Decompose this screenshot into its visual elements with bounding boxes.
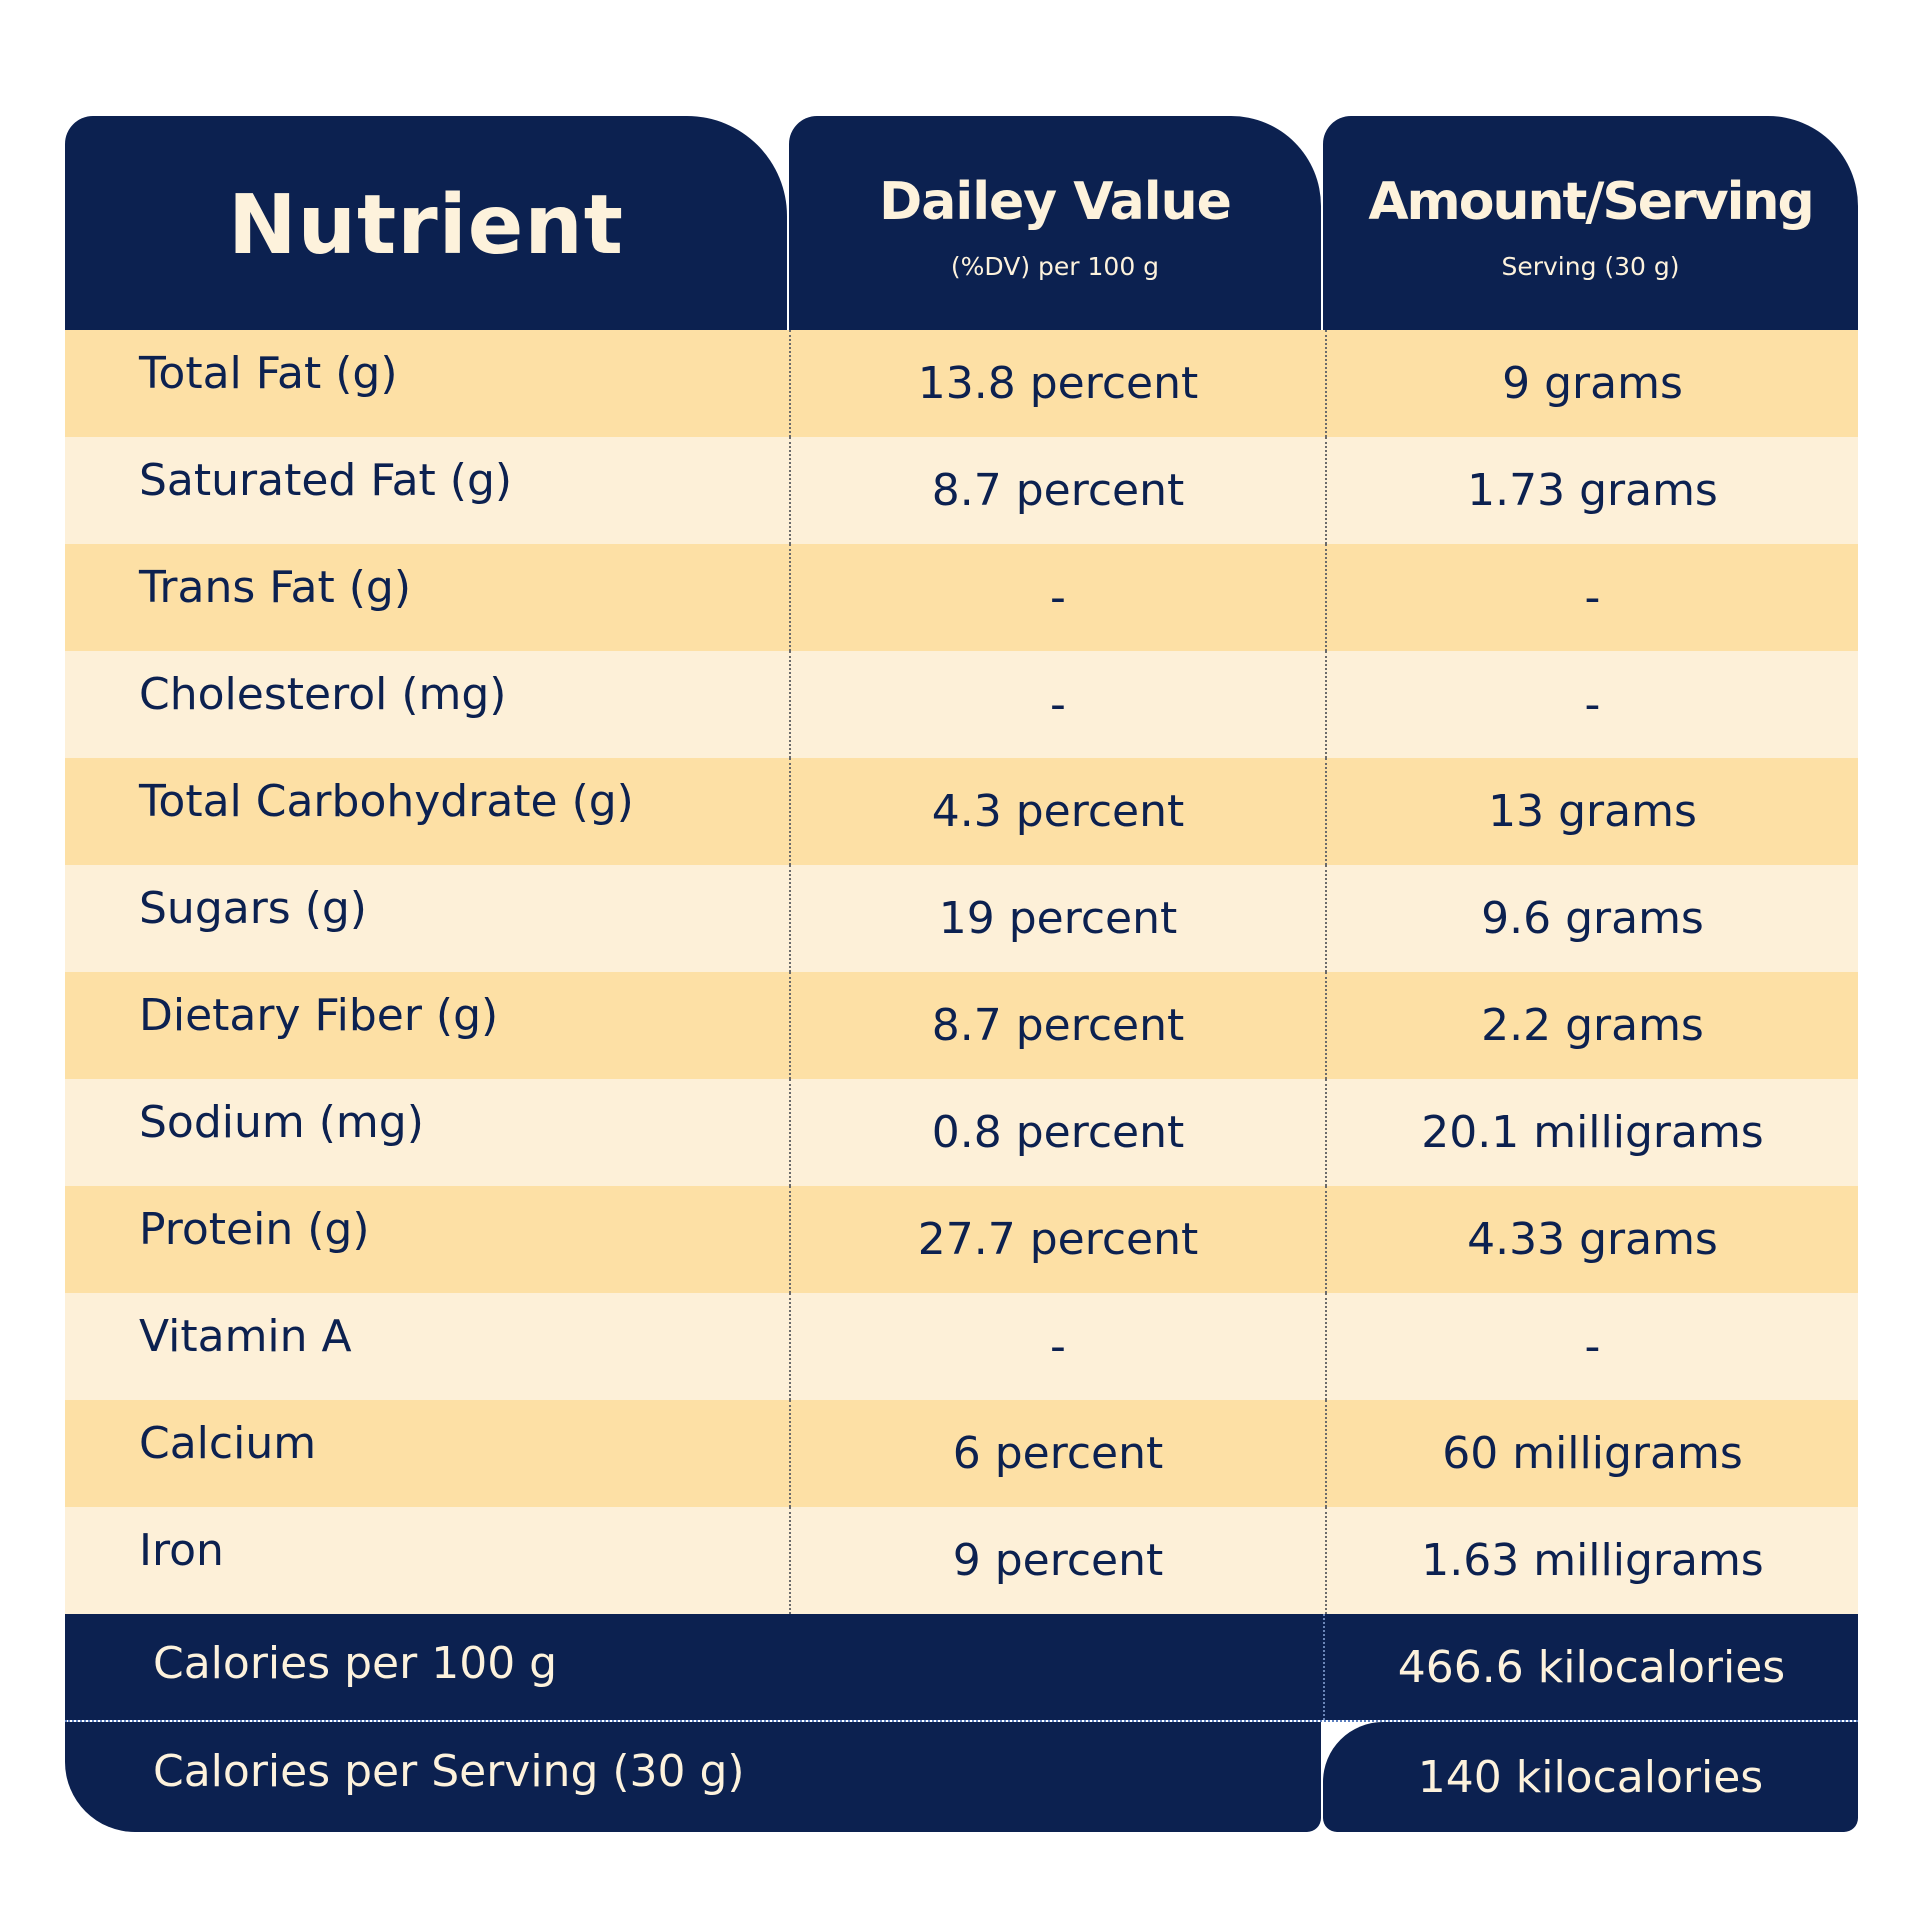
- calories-per-100g-label: Calories per 100 g: [153, 1638, 558, 1689]
- header-amount: Amount/Serving Serving (30 g): [1323, 116, 1858, 330]
- table-row: Dietary Fiber (g) 8.7 percent 2.2 grams: [65, 972, 1858, 1079]
- amount-per-serving: 60 milligrams: [1325, 1400, 1858, 1507]
- table-row: Saturated Fat (g) 8.7 percent 1.73 grams: [65, 437, 1858, 544]
- table-row: Iron 9 percent 1.63 milligrams: [65, 1507, 1858, 1614]
- nutrient-name: Cholesterol (mg): [139, 669, 507, 720]
- header-amount-label: Amount/Serving: [1368, 172, 1814, 232]
- daily-value: -: [789, 1293, 1325, 1400]
- daily-value: 8.7 percent: [789, 437, 1325, 544]
- daily-value: 13.8 percent: [789, 330, 1325, 437]
- header-daily-value-sub: (%DV) per 100 g: [950, 252, 1160, 281]
- header-nutrient-label: Nutrient: [228, 178, 624, 273]
- header-amount-sub: Serving (30 g): [1501, 252, 1680, 281]
- calories-per-serving-row: Calories per Serving (30 g): [65, 1722, 1321, 1832]
- amount-per-serving: 13 grams: [1325, 758, 1858, 865]
- table-row: Trans Fat (g) - -: [65, 544, 1858, 651]
- nutrient-name: Dietary Fiber (g): [139, 990, 499, 1041]
- nutrient-name: Saturated Fat (g): [139, 455, 513, 506]
- daily-value: 9 percent: [789, 1507, 1325, 1614]
- table-row: Cholesterol (mg) - -: [65, 651, 1858, 758]
- daily-value: 0.8 percent: [789, 1079, 1325, 1186]
- table-row: Total Carbohydrate (g) 4.3 percent 13 gram…: [65, 758, 1858, 865]
- nutrient-name: Sugars (g): [139, 883, 367, 934]
- table-row: Calcium 6 percent 60 milligrams: [65, 1400, 1858, 1507]
- header-daily-value: Dailey Value (%DV) per 100 g: [789, 116, 1321, 330]
- nutrient-name: Total Fat (g): [139, 348, 398, 399]
- nutrient-name: Calcium: [139, 1418, 317, 1469]
- amount-per-serving: 9 grams: [1325, 330, 1858, 437]
- table-row: Vitamin A --: [65, 1293, 1858, 1400]
- table-row: Sugars (g) 19 percent 9.6 grams: [65, 865, 1858, 972]
- amount-per-serving: -: [1325, 1293, 1858, 1400]
- nutrient-name: Total Carbohydrate (g): [139, 776, 634, 827]
- daily-value: 6 percent: [789, 1400, 1325, 1507]
- daily-value: -: [789, 544, 1325, 651]
- daily-value: 8.7 percent: [789, 972, 1325, 1079]
- daily-value: 19 percent: [789, 865, 1325, 972]
- calories-per-serving-value-cell: 140 kilocalories: [1323, 1722, 1858, 1832]
- nutrient-name: Vitamin A: [139, 1311, 352, 1362]
- header-daily-value-label: Dailey Value: [879, 172, 1232, 232]
- nutrient-name: Trans Fat (g): [139, 562, 411, 613]
- calories-per-100g-row: Calories per 100 g 466.6 kilocalories: [65, 1614, 1858, 1720]
- nutrient-name: Protein (g): [139, 1204, 370, 1255]
- amount-per-serving: 4.33 grams: [1325, 1186, 1858, 1293]
- calories-per-serving-value: 140 kilocalories: [1417, 1752, 1764, 1803]
- nutrient-table: Total Fat (g) 13.8 percent 9 grams Saturate…: [65, 330, 1858, 1614]
- nutrient-name: Iron: [139, 1525, 224, 1576]
- nutrient-name: Sodium (mg): [139, 1097, 424, 1148]
- amount-per-serving: -: [1325, 651, 1858, 758]
- footer-divider: [65, 1720, 1858, 1722]
- amount-per-serving: -: [1325, 544, 1858, 651]
- amount-per-serving: 1.63 milligrams: [1325, 1507, 1858, 1614]
- amount-per-serving: 20.1 milligrams: [1325, 1079, 1858, 1186]
- daily-value: -: [789, 651, 1325, 758]
- table-row: Sodium (mg) 0.8 percent 20.1 milligrams: [65, 1079, 1858, 1186]
- daily-value: 4.3 percent: [789, 758, 1325, 865]
- header-nutrient: Nutrient: [65, 116, 787, 330]
- calories-per-100g-value: 466.6 kilocalories: [1323, 1614, 1858, 1720]
- table-row: Total Fat (g) 13.8 percent 9 grams: [65, 330, 1858, 437]
- amount-per-serving: 1.73 grams: [1325, 437, 1858, 544]
- amount-per-serving: 9.6 grams: [1325, 865, 1858, 972]
- amount-per-serving: 2.2 grams: [1325, 972, 1858, 1079]
- calories-per-serving-label: Calories per Serving (30 g): [153, 1746, 745, 1797]
- table-row: Protein (g) 27.7 percent 4.33 grams: [65, 1186, 1858, 1293]
- daily-value: 27.7 percent: [789, 1186, 1325, 1293]
